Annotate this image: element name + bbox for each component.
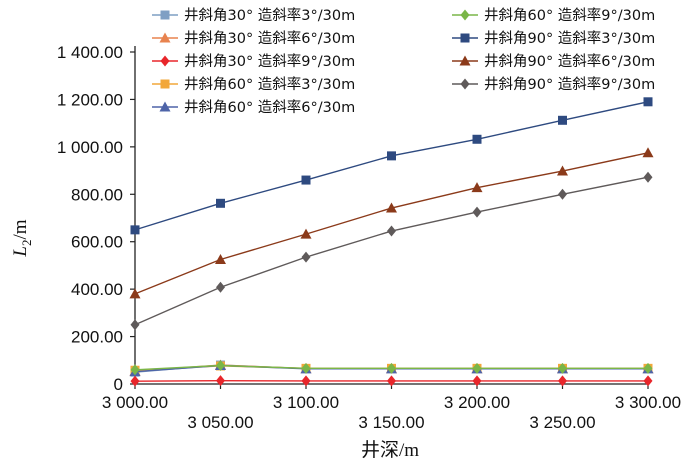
x-tick-label: 3 250.00 [529,413,595,432]
legend-item-9: 井斜角90° 造斜率9°/30m [452,76,655,93]
data-point [386,202,397,213]
data-point [557,165,568,176]
data-point [129,288,141,299]
y-tick-label: 800.00 [71,185,123,204]
legend-label: 井斜角90° 造斜率3°/30m [484,30,655,47]
axes: 0 200.00 400.00 600.00 800.00 1 000.00 1 200.0… [57,43,681,432]
legend-label: 井斜角60° 造斜率3°/30m [184,76,355,93]
data-point [387,362,396,374]
data-point [643,362,653,374]
data-point [300,228,312,239]
data-point [130,225,140,235]
y-axis-title-main: L [10,246,31,258]
y-tick-label: 0 [114,375,123,394]
legend-label: 井斜角60° 造斜率6°/30m [184,99,355,116]
series-3 [130,375,653,387]
legend-item-8: 井斜角90° 造斜率6°/30m [452,53,655,70]
legend: 井斜角30° 造斜率3°/30m 井斜角30° 造斜率6°/30m 井斜角30° 造… [152,7,655,116]
legend-label: 井斜角90° 造斜率9°/30m [484,76,655,93]
y-tick-label: 1 000.00 [57,138,123,157]
y-axis-title: L2/m [10,219,34,257]
data-point [301,375,311,387]
series-8 [129,147,654,299]
data-point [387,225,396,237]
x-tick-label: 3 200.00 [444,393,510,412]
series-6 [130,360,653,376]
series-line [134,152,649,295]
legend-item-2: 井斜角30° 造斜率6°/30m [152,30,355,47]
data-point [301,362,311,374]
y-tick-label: 1 200.00 [57,90,123,109]
data-point [472,375,482,387]
y-tick-label: 400.00 [71,280,123,299]
legend-marker [159,101,171,112]
legend-marker [460,9,470,21]
series-layer [129,97,654,387]
data-point [130,364,140,376]
series-9 [130,171,653,331]
x-tick-label: 3 050.00 [187,413,253,432]
data-point [643,97,653,107]
data-point [558,188,567,200]
x-axis-title: 井深/m [361,439,419,461]
data-point [471,182,483,193]
x-tick-label: 3 000.00 [102,393,168,412]
data-point [472,134,482,144]
data-point [472,362,482,374]
data-point [130,375,140,387]
y-tick-label: 1 400.00 [57,43,123,62]
legend-label: 井斜角30° 造斜率9°/30m [184,53,355,70]
legend-marker [460,33,470,43]
legend-marker [459,55,471,66]
legend-label: 井斜角90° 造斜率6°/30m [484,53,655,70]
data-point [472,206,482,218]
data-point [130,319,140,331]
data-point [387,375,396,387]
x-tick-label: 3 150.00 [358,413,424,432]
data-point [387,151,396,161]
legend-marker [160,55,170,67]
legend-label: 井斜角30° 造斜率6°/30m [184,30,355,47]
data-point [301,175,311,185]
legend-marker [460,78,470,90]
legend-item-7: 井斜角90° 造斜率3°/30m [452,30,655,47]
y-tick-label: 200.00 [71,328,123,347]
legend-label: 井斜角60° 造斜率9°/30m [484,7,655,24]
data-point [215,254,226,264]
data-point [216,281,225,293]
data-point [216,198,225,208]
x-tick-label: 3 300.00 [615,393,681,412]
axis-titles: 井深/m L2/m [10,219,419,461]
data-point [301,251,311,263]
data-point [642,147,654,158]
x-tick-label: 3 100.00 [273,393,339,412]
legend-item-1: 井斜角30° 造斜率3°/30m [152,7,355,24]
series-7 [130,97,653,235]
legend-item-4: 井斜角60° 造斜率3°/30m [152,76,355,93]
data-point [558,115,567,125]
legend-label: 井斜角30° 造斜率3°/30m [184,7,355,24]
data-point [558,375,567,387]
series-line [134,176,649,326]
legend-item-5: 井斜角60° 造斜率6°/30m [152,99,355,116]
y-tick-label: 600.00 [71,233,123,252]
legend-marker [160,79,170,89]
y-axis-title-unit: /m [10,219,31,239]
legend-marker [160,10,170,20]
legend-item-6: 井斜角60° 造斜率9°/30m [452,7,655,24]
data-point [216,375,225,387]
data-point [216,360,225,372]
legend-item-3: 井斜角30° 造斜率9°/30m [152,53,355,70]
data-point [558,362,567,374]
legend-marker [159,32,171,43]
data-point [643,375,653,387]
y-axis-title-sub: 2 [19,239,34,246]
data-point [643,171,653,183]
